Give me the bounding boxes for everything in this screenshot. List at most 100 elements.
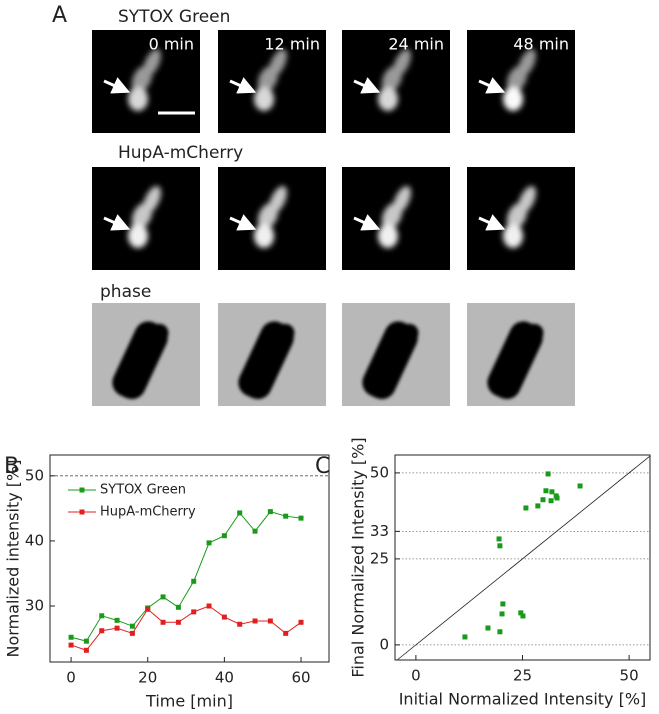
data-point	[496, 536, 502, 542]
data-point	[99, 628, 105, 634]
x-tick-label: 40	[215, 669, 234, 687]
data-point	[175, 619, 181, 625]
cell	[506, 65, 528, 93]
time-label: 48 min	[513, 35, 569, 54]
y-tick-label: 25	[370, 549, 389, 567]
data-point	[129, 630, 135, 636]
data-point	[499, 611, 505, 617]
cells	[254, 186, 287, 248]
data-point	[298, 619, 304, 625]
cell	[131, 65, 153, 93]
cell	[141, 323, 169, 362]
data-point	[191, 578, 197, 584]
x-axis-label: Time [min]	[145, 692, 233, 711]
cells	[378, 49, 411, 111]
cells	[254, 49, 287, 111]
data-point	[267, 509, 273, 515]
cells	[362, 321, 419, 400]
y-axis-label: Normalized intensity [%]	[4, 460, 23, 658]
data-point	[237, 621, 243, 627]
data-point	[545, 471, 551, 477]
data-point	[554, 495, 560, 501]
y-tick-label: 33	[370, 522, 389, 540]
x-tick-label: 0	[66, 669, 76, 687]
cells	[112, 321, 169, 400]
data-point	[462, 634, 468, 640]
data-point	[500, 601, 506, 607]
cell	[503, 224, 523, 248]
x-tick-label: 20	[138, 669, 157, 687]
data-point	[252, 618, 258, 624]
data-point	[497, 543, 503, 549]
y-tick-label: 0	[379, 635, 389, 653]
arrow	[229, 77, 257, 94]
legend-marker	[79, 509, 85, 515]
y-tick-label: 30	[25, 597, 44, 615]
data-point	[145, 606, 151, 612]
data-point	[535, 503, 541, 509]
legend-label: SYTOX Green	[100, 483, 186, 498]
cell	[381, 202, 403, 230]
cell	[257, 202, 279, 230]
cells	[378, 186, 411, 248]
data-point	[237, 510, 243, 516]
data-point	[68, 634, 74, 640]
cell	[254, 87, 274, 111]
cell	[378, 87, 398, 111]
data-point	[543, 488, 549, 494]
data-point	[523, 505, 529, 511]
data-point	[68, 642, 74, 648]
data-point	[252, 528, 258, 534]
cell	[128, 224, 148, 248]
plot-frame	[394, 454, 651, 661]
cell	[378, 224, 398, 248]
arrow	[103, 77, 131, 94]
panel-label: C	[315, 454, 330, 479]
cells	[128, 49, 161, 111]
time-label: 12 min	[264, 35, 320, 54]
series-line	[70, 511, 302, 642]
y-tick-label: 50	[370, 463, 389, 481]
data-point	[129, 623, 135, 629]
series-line	[70, 605, 302, 651]
data-point	[298, 515, 304, 521]
y-tick-label: 50	[25, 466, 44, 484]
arrow	[353, 214, 381, 231]
cell	[257, 65, 279, 93]
data-point	[83, 647, 89, 653]
row-label: SYTOX Green	[118, 7, 230, 27]
data-point	[114, 625, 120, 631]
cell	[503, 87, 523, 111]
cell	[128, 87, 148, 111]
x-tick-label: 0	[411, 667, 421, 685]
data-point	[191, 609, 197, 615]
data-point	[175, 604, 181, 610]
arrow	[478, 77, 506, 94]
x-tick-label: 50	[620, 667, 639, 685]
cells	[238, 321, 295, 400]
x-tick-label: 60	[291, 669, 310, 687]
cell	[267, 323, 295, 362]
y-axis-label: Final Normalized Intensity [%]	[349, 437, 368, 677]
cells	[503, 49, 536, 111]
row-label: phase	[100, 282, 151, 302]
data-point	[577, 483, 583, 489]
legend-label: HupA-mCherry	[100, 505, 196, 520]
panel-label: A	[52, 3, 67, 28]
arrow	[353, 77, 381, 94]
arrow	[229, 214, 257, 231]
data-point	[548, 498, 554, 504]
arrow	[478, 214, 506, 231]
data-point	[485, 625, 491, 631]
x-axis-label: Initial Normalized Intensity [%]	[399, 690, 647, 709]
data-point	[283, 513, 289, 519]
y-tick-label: 40	[25, 531, 44, 549]
micrographs	[92, 30, 575, 406]
data-point	[206, 540, 212, 546]
cells	[487, 321, 544, 400]
arrow	[103, 214, 131, 231]
data-point	[221, 614, 227, 620]
cell	[131, 202, 153, 230]
data-point	[283, 630, 289, 636]
